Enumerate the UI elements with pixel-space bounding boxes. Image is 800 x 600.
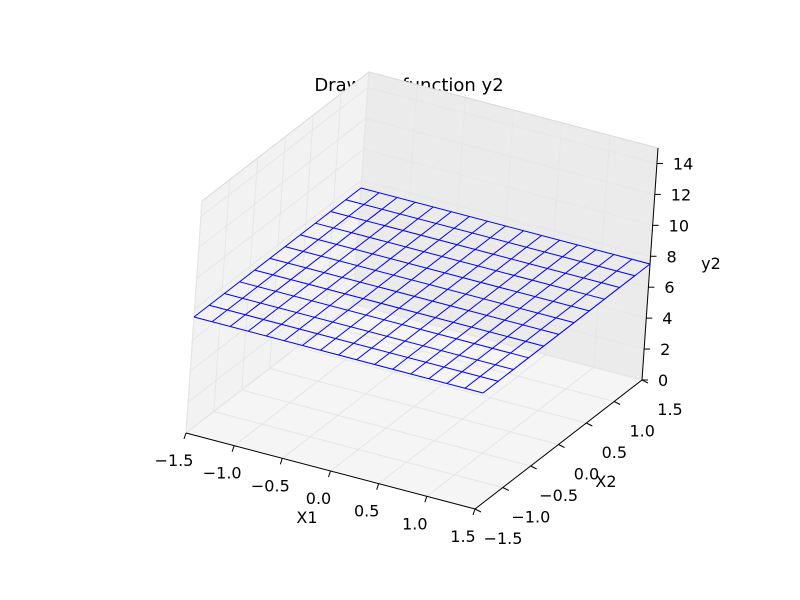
z-tick-label-4: 8 xyxy=(667,247,677,266)
y-tick-mark-0 xyxy=(474,508,482,513)
z-axis-label: y2 xyxy=(701,254,721,273)
x-tick-label-2: −0.5 xyxy=(251,476,290,495)
y-tick-label-1: −1.0 xyxy=(511,508,550,527)
grid-z-5 xyxy=(196,148,653,279)
grid-z-2 xyxy=(189,241,647,372)
y-tick-label-6: 1.5 xyxy=(657,400,682,419)
x-tick-label-3: 0.0 xyxy=(306,489,331,508)
wire-x-2 xyxy=(229,197,398,327)
x-tick-mark-2 xyxy=(279,458,283,465)
y-ticks: −1.5 −1.0 −0.5 0.00.51.01.5 xyxy=(474,379,683,548)
wire-y-6 xyxy=(284,246,575,324)
x-tick-mark-5 xyxy=(424,496,428,503)
wire-x-13 xyxy=(428,249,597,380)
wire-y-10 xyxy=(345,199,635,277)
grid-z-0 xyxy=(185,303,643,434)
x-ticks: −1.5 −1.0 −0.5 0.0 0.5 1.0 1.5 xyxy=(155,432,476,546)
wire-y-1 xyxy=(209,304,499,382)
wire-y-4 xyxy=(254,269,544,347)
y-tick-mark-2 xyxy=(530,465,537,470)
wire-x-5 xyxy=(284,211,452,342)
x-tick-mark-3 xyxy=(328,470,331,478)
wire-x-4 xyxy=(265,206,434,337)
grid-z-6 xyxy=(198,117,655,248)
wire-y-5 xyxy=(269,257,560,335)
y-tick-mark-4 xyxy=(586,422,593,427)
z-tick-label-3: 6 xyxy=(664,278,674,297)
wire-x-8 xyxy=(338,225,506,356)
grid-z-4 xyxy=(194,179,651,310)
y-tick-label-5: 1.0 xyxy=(629,422,654,441)
wire-x-0 xyxy=(193,187,362,318)
wire-y-2 xyxy=(224,293,514,371)
z-tick-label-2: 4 xyxy=(662,309,672,328)
wire-y-0 xyxy=(193,316,484,394)
z-tick-label-7: 14 xyxy=(673,154,693,173)
wire-y-3 xyxy=(239,281,529,359)
wire-x-6 xyxy=(302,216,470,346)
z-tick-label-0: 0 xyxy=(658,371,668,390)
x-axis-label: X1 xyxy=(296,508,317,527)
x-tick-mark-1 xyxy=(231,445,235,452)
x-tick-label-0: −1.5 xyxy=(155,451,194,470)
surface-wireframe xyxy=(193,187,651,394)
wire-x-10 xyxy=(374,235,542,365)
grid-z-3 xyxy=(192,210,649,341)
grid-z-7 xyxy=(200,86,658,217)
x-tick-mark-0 xyxy=(183,432,187,440)
x-tick-label-1: −1.0 xyxy=(203,464,242,483)
x-tick-mark-6 xyxy=(472,508,476,516)
wire-y-8 xyxy=(315,222,605,300)
y-tick-mark-1 xyxy=(502,487,510,491)
wire-y-11 xyxy=(360,187,651,265)
y-axis-label: X2 xyxy=(595,472,616,491)
wire-x-3 xyxy=(247,201,416,332)
y-tick-label-3: 0.0 xyxy=(574,465,599,484)
z-tick-label-1: 2 xyxy=(660,340,670,359)
wire-x-11 xyxy=(392,239,560,370)
y-tick-label-4: 0.5 xyxy=(602,443,627,462)
chart-pane-grid xyxy=(185,71,659,510)
x-tick-label-6: 1.5 xyxy=(450,527,475,546)
x-tick-mark-4 xyxy=(376,483,380,490)
y-tick-mark-5 xyxy=(613,401,621,405)
z-ticks: 0 2 4 6 8 10 12 14 xyxy=(642,154,693,390)
y-tick-mark-3 xyxy=(558,444,565,448)
wire-x-12 xyxy=(410,244,579,375)
z-tick-label-6: 12 xyxy=(671,185,691,204)
wire-x-16 xyxy=(482,263,651,394)
wire-x-7 xyxy=(320,220,488,351)
wire-x-9 xyxy=(356,230,524,361)
z-tick-label-5: 10 xyxy=(669,216,689,235)
wire-x-1 xyxy=(211,192,380,323)
wire-y-7 xyxy=(300,234,590,312)
wire-x-14 xyxy=(446,254,615,384)
wire-y-9 xyxy=(330,210,620,288)
x-tick-label-4: 0.5 xyxy=(354,502,379,521)
y-tick-label-2: −0.5 xyxy=(539,486,578,505)
y-tick-label-0: −1.5 xyxy=(484,529,523,548)
x-tick-label-5: 1.0 xyxy=(402,514,427,533)
wire-x-15 xyxy=(464,258,633,389)
